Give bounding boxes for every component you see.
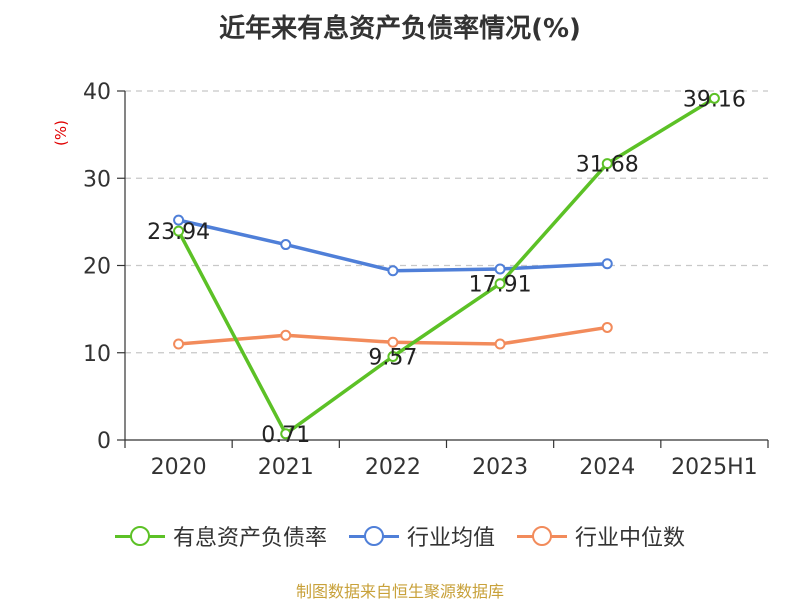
data-point	[494, 278, 506, 290]
y-tick-label: 20	[83, 255, 111, 280]
x-tick-label: 2020	[151, 455, 207, 480]
data-label: 23.94	[147, 220, 210, 245]
data-point	[494, 338, 506, 350]
data-point	[708, 92, 720, 104]
x-tick-label: 2021	[258, 455, 314, 480]
data-point	[173, 225, 185, 237]
data-point	[601, 158, 613, 170]
data-label: 17.91	[469, 273, 532, 298]
series-line	[177, 96, 716, 436]
y-tick-label: 0	[97, 429, 111, 454]
data-point	[387, 336, 399, 348]
y-tick-label: 10	[83, 342, 111, 367]
data-label: 39.16	[683, 87, 746, 112]
legend-item-industry-mean[interactable]: 行业均值	[348, 520, 495, 552]
legend: 有息资产负债率 行业均值 行业中位数	[0, 520, 800, 552]
legend-label-debt-ratio: 有息资产负债率	[172, 526, 327, 551]
x-tick-label: 2022	[365, 455, 421, 480]
legend-item-debt-ratio[interactable]: 有息资产负债率	[114, 520, 327, 552]
legend-item-industry-median[interactable]: 行业中位数	[517, 520, 685, 552]
data-point	[280, 428, 292, 440]
data-label: 9.57	[368, 346, 417, 371]
y-tick-label: 30	[83, 167, 111, 192]
data-point	[280, 239, 292, 251]
legend-swatch-industry-median	[517, 524, 567, 548]
data-point	[280, 329, 292, 341]
legend-swatch-industry-mean	[348, 524, 399, 548]
legend-swatch-debt-ratio	[114, 524, 165, 548]
data-point	[173, 338, 185, 350]
legend-label-industry-mean: 行业均值	[406, 526, 495, 551]
x-tick-label: 2024	[579, 455, 635, 480]
data-source-note: 制图数据来自恒生聚源数据库	[295, 582, 504, 601]
data-point	[601, 321, 613, 333]
data-label: 0.71	[261, 423, 310, 448]
x-tick-label: 2023	[472, 455, 528, 480]
data-point	[494, 263, 506, 275]
legend-label-industry-median: 行业中位数	[575, 526, 686, 551]
data-point	[387, 265, 399, 277]
series-line	[178, 218, 608, 273]
chart-title: 近年来有息资产负债率情况(%)	[219, 14, 581, 44]
data-point	[387, 351, 399, 363]
data-point	[173, 214, 185, 226]
y-tick-label: 40	[83, 80, 111, 105]
data-point	[601, 258, 613, 270]
x-tick-label: 2025H1	[671, 455, 758, 480]
data-label: 31.68	[576, 153, 639, 178]
